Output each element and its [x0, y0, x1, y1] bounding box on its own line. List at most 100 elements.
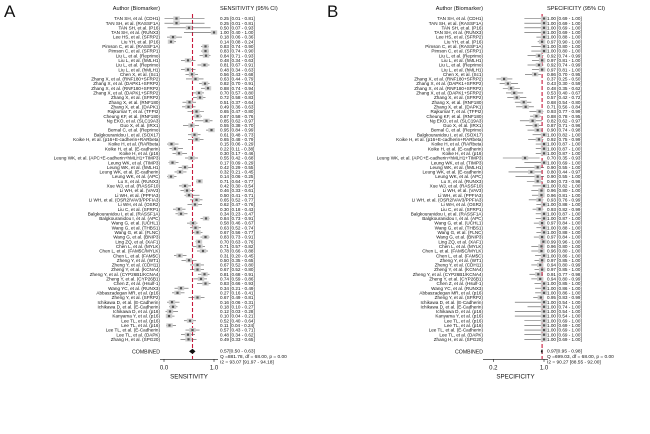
ci-text: 0.57 [0.42 - 0.72] [547, 95, 582, 100]
point-estimate [206, 87, 210, 90]
point-estimate [541, 59, 544, 62]
ci-text: 0.93 [0.82 - 0.99] [547, 207, 582, 212]
study-label: Ichikawa D, et al. (E-Cadherin) [420, 304, 483, 309]
point-estimate [193, 133, 196, 136]
study-label: Liu L, et al. (hMLH1) [441, 58, 483, 63]
point-estimate [204, 282, 207, 285]
point-estimate [537, 138, 541, 141]
ci-text: 0.97 [0.84 - 1.00] [547, 235, 582, 240]
study-label: Kanyama Y, et al. (p16) [435, 314, 483, 319]
point-estimate [541, 268, 544, 271]
point-estimate [542, 31, 546, 34]
point-estimate [542, 26, 546, 29]
ci-text: 0.83 [0.66 - 0.93] [220, 281, 255, 286]
study-label: Zheng Y, et al. (CYP26B1) [429, 277, 483, 282]
point-estimate [509, 87, 513, 90]
study-label: Leung WK, et al. (E-cadherin) [99, 170, 160, 175]
study-label: TAN SH, et al. (CDH1) [114, 16, 160, 21]
ci-text: 0.62 [0.47 - 0.76] [220, 202, 255, 207]
study-label: Abbaszadegan MR, et al. (p16) [419, 290, 483, 295]
point-estimate [537, 63, 541, 67]
ci-text: 1.00 [0.54 - 1.00] [547, 314, 582, 319]
study-label: Chen L, et al. (MYLK) [116, 244, 161, 249]
point-estimate [513, 91, 516, 94]
point-estimate [190, 124, 193, 127]
study-label: Leung WK, et al. (hMLH1) [430, 165, 484, 170]
ci-text: 0.95 [0.83 - 0.99] [547, 295, 582, 300]
ci-text: 0.94 [0.80 - 0.99] [547, 263, 582, 268]
ci-text: 0.80 [0.44 - 0.97] [547, 170, 582, 175]
study-label: Chen L, et al. (FAM5C) [113, 253, 160, 258]
study-label: Pimson C, et al. (RASSF1A) [102, 44, 160, 49]
study-label: Li WH, et al. (OSR2/VAV3/PPFIA3) [412, 197, 484, 202]
point-estimate [175, 22, 178, 25]
ci-text: 1.00 [0.54 - 1.00] [547, 309, 582, 314]
point-estimate [196, 296, 199, 299]
point-estimate [542, 212, 546, 215]
ci-text: 0.61 [0.48 - 0.73] [220, 132, 255, 137]
study-label: Ichikawa D, et al. (E-Cadherin) [97, 304, 160, 309]
study-label: Guo X, et al. (IRX1) [120, 123, 161, 128]
ci-text: 0.94 [0.80 - 0.99] [547, 277, 582, 282]
study-label: TAN SH, et al. (CDH1) [437, 16, 483, 21]
ci-text: 0.11 [0.04 - 0.24] [220, 323, 254, 328]
point-estimate [178, 254, 181, 257]
point-estimate [168, 310, 172, 313]
point-estimate [187, 194, 191, 197]
ci-text: 0.67 [0.52 - 0.80] [220, 267, 255, 272]
point-estimate [175, 17, 178, 20]
study-label: Ling ZQ, et al. (XAF1) [115, 239, 160, 244]
ci-text: 0.63 [0.52 - 0.74] [220, 225, 255, 230]
study-label: Koike H, et al. (RARbeta) [431, 142, 483, 147]
point-estimate [539, 277, 542, 280]
study-label: Ling ZQ, et al. (XAF1) [438, 239, 483, 244]
point-estimate [540, 249, 543, 253]
study-label: TAN SH, et al. (P16) [118, 25, 160, 30]
study-label: Abbaszadegan MR, et al. (p16) [96, 290, 160, 295]
point-estimate [542, 324, 546, 327]
ci-text: 1.00 [0.69 - 1.00] [547, 318, 582, 323]
ci-text: 0.10 [0.04 - 0.21] [220, 314, 255, 319]
study-label: Zhang X, et al. (SFRP2) [111, 95, 160, 100]
study-label: Leung WK, et al. (APC) [112, 174, 160, 179]
point-estimate [198, 180, 201, 183]
study-label: Zhang X, et al. (RNF180) [432, 100, 484, 105]
x-tick-label: 1.0 [540, 365, 549, 371]
ci-text: 0.27 [0.16 - 0.41] [220, 290, 255, 295]
point-estimate [188, 101, 191, 104]
study-label: Cheung KF, et al. (RNF180) [426, 114, 483, 119]
point-estimate [198, 245, 201, 248]
study-label: Li WH, et al. (OSR2) [118, 202, 160, 207]
point-estimate [187, 26, 191, 29]
study-label: Li WH, et al. (OSR2) [441, 202, 483, 207]
ci-text: 0.63 [0.44 - 0.79] [220, 77, 255, 82]
ci-text: 0.90 [0.74 - 0.98] [547, 128, 582, 133]
study-label: Chen X, et al. (Sc1) [443, 72, 484, 77]
point-estimate [541, 40, 544, 43]
study-label: Zheng Y, et al. (WT1) [440, 258, 484, 263]
ci-text: 1.00 [0.86 - 1.00] [547, 290, 582, 295]
ci-text: 0.91 [0.77 - 0.98] [547, 272, 582, 277]
point-estimate [178, 170, 182, 174]
ci-text: 0.82 [0.70 - 0.91] [220, 81, 255, 86]
ci-text: 0.34 [0.23 - 0.47] [220, 211, 255, 216]
ci-text: 0.30 [0.17 - 0.46] [220, 151, 255, 156]
point-estimate [193, 203, 197, 206]
x-tick-label: 1.0 [210, 365, 219, 371]
ci-text: 0.71 [0.56 - 0.84] [547, 104, 582, 109]
point-estimate [542, 231, 546, 234]
point-estimate [542, 203, 546, 206]
point-estimate [177, 208, 181, 211]
combined-diamond [540, 348, 543, 354]
ci-text: 0.48 [0.34 - 0.62] [220, 332, 255, 337]
point-estimate [173, 147, 177, 150]
study-label: Wang G, et al. (UCHL1) [434, 221, 483, 226]
point-estimate [204, 217, 208, 220]
point-estimate [542, 301, 546, 304]
ci-text: 0.14 [0.06 - 0.25] [220, 174, 255, 179]
ci-text: 0.93 [0.77 - 0.99] [547, 109, 582, 114]
point-estimate [195, 198, 198, 201]
point-estimate [524, 105, 527, 108]
study-label: Xue WJ, et al. (RASSF10) [107, 184, 161, 189]
ci-text: 0.65 [0.47 - 0.80] [220, 109, 255, 114]
